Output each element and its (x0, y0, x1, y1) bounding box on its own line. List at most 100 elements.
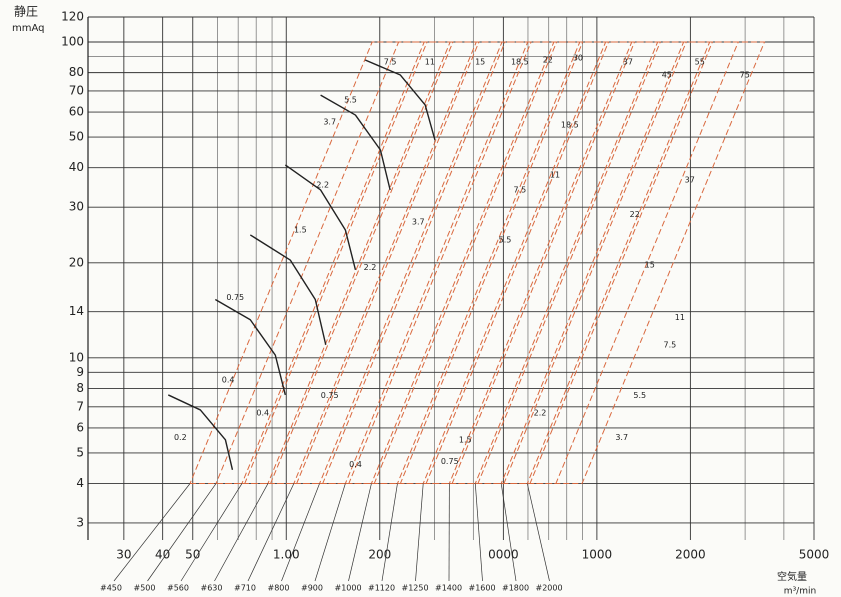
leader-line (474, 483, 483, 582)
motor-kw-label: 0.2 (174, 433, 187, 442)
motor-kw-label: 75 (740, 70, 750, 79)
motor-kw-label: 11 (675, 313, 685, 322)
leader-line (381, 483, 398, 582)
x-axis-unit: m³/min (784, 587, 816, 597)
y-axis-label: 静圧 (14, 5, 38, 19)
fan-size-label: #1120 (368, 584, 395, 593)
y-tick-label: 6 (76, 420, 84, 434)
y-tick-label: 9 (76, 365, 84, 379)
motor-kw-label: 2.2 (534, 408, 547, 417)
y-tick-label: 70 (69, 83, 84, 97)
motor-kw-label: 0.4 (222, 376, 235, 385)
leader-line (180, 483, 243, 582)
y-tick-label: 8 (76, 381, 84, 395)
motor-kw-label: 15 (645, 260, 655, 269)
x-tick-label: 5000 (799, 548, 830, 562)
motor-kw-label: 3.7 (412, 218, 425, 227)
motor-kw-label: 30 (573, 53, 583, 62)
leader-line (348, 483, 372, 582)
motor-kw-label: 3.7 (615, 433, 628, 442)
x-tick-label: 1000 (582, 548, 613, 562)
y-tick-label: 60 (69, 105, 84, 119)
motor-kw-label: 1.5 (294, 225, 307, 234)
fan-size-label: #2000 (536, 584, 563, 593)
y-tick-label: 80 (69, 65, 84, 79)
motor-kw-label: 0.75 (321, 391, 339, 400)
x-tick-label: 0000 (488, 548, 519, 562)
y-tick-label: 20 (69, 255, 84, 269)
motor-kw-label: 0.4 (256, 408, 269, 417)
motor-kw-label: 22 (630, 210, 640, 219)
y-tick-label: 5 (76, 445, 84, 459)
motor-kw-label: 5.5 (344, 96, 357, 105)
motor-kw-label: 2.2 (316, 181, 329, 190)
fan-region (526, 41, 766, 485)
leader-line (415, 483, 424, 582)
fan-size-label: #450 (100, 584, 122, 593)
x-tick-label: 50 (185, 548, 200, 562)
motor-kw-label: 11 (550, 171, 560, 180)
y-tick-label: 14 (69, 304, 84, 318)
motor-kw-label: 3.7 (323, 118, 336, 127)
leader-line (526, 483, 550, 582)
fan-curve (284, 164, 357, 270)
motor-kw-label: 45 (662, 70, 672, 79)
fan-curve (320, 94, 391, 191)
fan-curve (167, 394, 234, 470)
fan-size-label: #1400 (435, 584, 462, 593)
motor-kw-label: 7.5 (513, 185, 526, 194)
motor-kw-label: 22 (543, 55, 553, 64)
x-tick-label: 40 (155, 548, 170, 562)
x-axis-label: 空気量 (777, 570, 807, 583)
motor-kw-label: 5.5 (499, 236, 512, 245)
fan-size-label: #800 (268, 584, 290, 593)
motor-kw-label: 5.5 (633, 391, 646, 400)
fan-curve (249, 234, 327, 345)
leader-line (247, 483, 295, 582)
leader-line (500, 483, 517, 582)
x-tick-label: 30 (116, 548, 131, 562)
y-tick-label: 120 (61, 10, 84, 24)
fan-size-label: #560 (167, 584, 189, 593)
fan-size-label: #500 (134, 584, 156, 593)
fan-size-label: #630 (201, 584, 223, 593)
y-tick-label: 100 (61, 35, 84, 49)
motor-kw-label: 7.5 (384, 57, 397, 66)
x-tick-label: 1.00 (273, 548, 300, 562)
y-tick-label: 3 (76, 515, 84, 529)
leader-line (314, 483, 346, 582)
fan-curve (364, 59, 436, 141)
motor-kw-label: 0.4 (349, 460, 362, 469)
motor-kw-label: 55 (695, 57, 705, 66)
leader-line (113, 483, 191, 582)
fan-size-label: #1250 (402, 584, 429, 593)
motor-kw-label: 0.75 (226, 293, 244, 302)
y-tick-label: 4 (76, 476, 84, 490)
fan-size-label: #1000 (335, 584, 362, 593)
y-axis-unit: mmAq (12, 23, 45, 34)
fan-curve (214, 298, 286, 396)
motor-kw-label: 18.5 (561, 121, 579, 130)
leader-line (147, 483, 217, 582)
motor-kw-label: 1.5 (459, 435, 472, 444)
y-tick-label: 30 (69, 200, 84, 214)
leader-line (281, 483, 320, 582)
motor-kw-label: 2.2 (364, 263, 377, 272)
fan-size-label: #900 (301, 584, 323, 593)
y-tick-label: 40 (69, 160, 84, 174)
fan-size-label: #1800 (502, 584, 529, 593)
motor-kw-label: 0.75 (441, 457, 459, 466)
motor-kw-label: 37 (623, 57, 633, 66)
y-tick-label: 7 (76, 399, 84, 413)
y-tick-label: 50 (69, 130, 84, 144)
x-tick-label: 200 (368, 548, 391, 562)
fan-size-label: #1600 (469, 584, 496, 593)
motor-kw-label: 11 (425, 57, 435, 66)
leader-line (214, 483, 269, 582)
fan-size-label: #710 (234, 584, 256, 593)
motor-kw-label: 18.5 (511, 57, 529, 66)
motor-kw-label: 7.5 (664, 340, 677, 349)
motor-kw-label: 37 (685, 175, 695, 184)
